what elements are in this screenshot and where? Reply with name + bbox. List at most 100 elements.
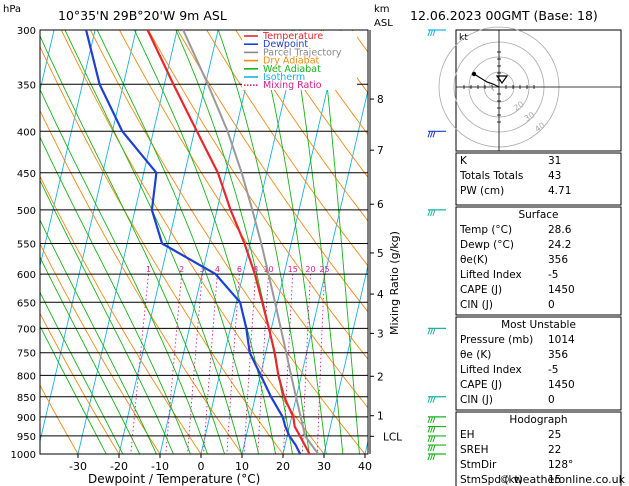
index-label: θe(K) [460, 254, 488, 266]
pressure-tick-label: 650 [17, 298, 36, 309]
mixing-ratio-line [316, 274, 325, 454]
profile-point [121, 130, 123, 132]
profile-point [214, 273, 217, 275]
profile-point [295, 444, 297, 446]
profile-point [85, 30, 87, 31]
wet-adiabat-line [40, 88, 208, 454]
pressure-tick-label: 300 [17, 26, 36, 37]
profile-point [182, 30, 184, 31]
wind-barb [427, 130, 446, 138]
index-value: 1450 [548, 284, 575, 296]
profile-point [300, 416, 302, 418]
legend-label: Dry Adiabat [263, 56, 320, 67]
profile-point [229, 209, 232, 211]
index-value: 15 [548, 474, 561, 486]
index-value: 0 [548, 299, 555, 311]
pressure-unit: hPa [3, 4, 21, 15]
profile-point [299, 453, 301, 454]
wind-barb [427, 425, 446, 433]
hodograph-trace [473, 73, 500, 88]
hodograph-point [471, 71, 477, 77]
profile-point [260, 242, 262, 245]
profile-point [317, 453, 319, 454]
pressure-tick-label: 700 [17, 324, 36, 335]
profile-point [309, 453, 311, 454]
km-tick-label: 5 [377, 248, 384, 260]
x-axis-title: Dewpoint / Temperature (°C) [88, 472, 260, 486]
index-label: CAPE (J) [460, 284, 502, 296]
dry-adiabat-line [40, 312, 120, 454]
profile-point [155, 172, 158, 174]
wet-adiabat-line [291, 30, 344, 454]
plot-border [39, 29, 369, 455]
dry-adiabat-line [40, 175, 202, 454]
temperature-tick-label: 40 [358, 460, 372, 473]
km-tick-label: 6 [377, 199, 384, 211]
section-title: Surface [518, 209, 558, 221]
mixing-ratio-axis-title: Mixing Ratio (g/kg) [388, 231, 401, 335]
index-label: θe (K) [460, 349, 491, 361]
pressure-tick-label: 400 [17, 127, 36, 138]
profile-point [290, 374, 292, 377]
temperature-tick-label: -30 [69, 460, 87, 473]
index-label: SREH [460, 444, 489, 456]
km-unit: km [374, 4, 390, 15]
indices-section [455, 411, 622, 486]
legend-label: Dewpoint [263, 39, 308, 50]
profile-point [207, 83, 209, 85]
profile-point [294, 425, 296, 428]
wet-adiabat-line [217, 30, 310, 454]
indices-section [455, 152, 622, 206]
index-label: StmSpd (kt) [460, 474, 523, 486]
profile-point [267, 273, 270, 275]
pressure-tick-label: 850 [17, 393, 36, 404]
mixing-ratio-line [226, 274, 240, 454]
pressure-tick-label: 600 [17, 270, 36, 281]
profile-point [146, 30, 149, 31]
index-label: Temp (°C) [459, 224, 512, 236]
index-value: 356 [548, 349, 568, 361]
plot-frame [39, 29, 369, 455]
dry-adiabat-line [177, 30, 368, 313]
index-label: CIN (J) [460, 394, 493, 406]
isotherm-line [159, 30, 260, 454]
dry-adiabat-line [40, 384, 79, 454]
wind-barb [427, 327, 446, 335]
credit: © weatheronline.co.uk [499, 473, 625, 486]
wet-adiabat-line [40, 136, 191, 454]
dry-adiabat-line [40, 45, 284, 454]
km-tick-label: 7 [377, 145, 384, 157]
profile-point [299, 435, 301, 437]
profile-point [288, 435, 290, 437]
profile-point [274, 352, 276, 354]
index-value: 25 [548, 429, 561, 441]
profile-point [261, 301, 263, 303]
profile-point [292, 416, 294, 418]
legend-label: Parcel Trajectory [263, 47, 342, 58]
profile-point [274, 301, 276, 303]
index-label: CAPE (J) [460, 379, 502, 391]
index-label: CIN (J) [460, 299, 493, 311]
profile-point [304, 435, 306, 437]
km-tick-label: 4 [377, 289, 384, 301]
profile-point [280, 327, 282, 329]
wind-barb [427, 453, 446, 461]
location-title: 10°35'N 29B°20'W 9m ASL [58, 8, 227, 23]
wet-adiabat-line [40, 325, 107, 454]
profile-point [217, 172, 219, 174]
profile-point [254, 273, 256, 275]
pressure-tick-label: 750 [17, 349, 36, 360]
profile-point [172, 83, 175, 85]
profile-point [284, 425, 286, 428]
index-label: Dewp (°C) [460, 239, 514, 251]
index-label: Totals Totals [459, 170, 523, 182]
dry-adiabat-line [206, 30, 368, 267]
mixing-ratio-label: 15 [288, 265, 298, 274]
wet-adiabat-line [40, 291, 124, 454]
profile-point [249, 352, 251, 354]
index-label: StmDir [460, 459, 497, 471]
legend-label: Wet Adiabat [263, 64, 321, 75]
dewpointline-line [85, 30, 302, 454]
